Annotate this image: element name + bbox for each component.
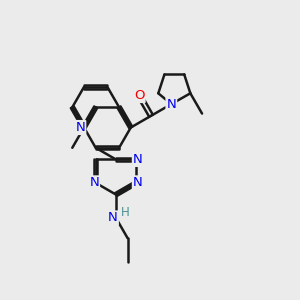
Text: N: N [108, 212, 118, 224]
Text: O: O [134, 89, 145, 102]
Text: N: N [133, 176, 142, 189]
Text: H: H [121, 206, 130, 219]
Text: N: N [167, 98, 176, 111]
Text: N: N [76, 121, 85, 134]
Text: N: N [133, 153, 142, 166]
Text: N: N [89, 176, 99, 189]
